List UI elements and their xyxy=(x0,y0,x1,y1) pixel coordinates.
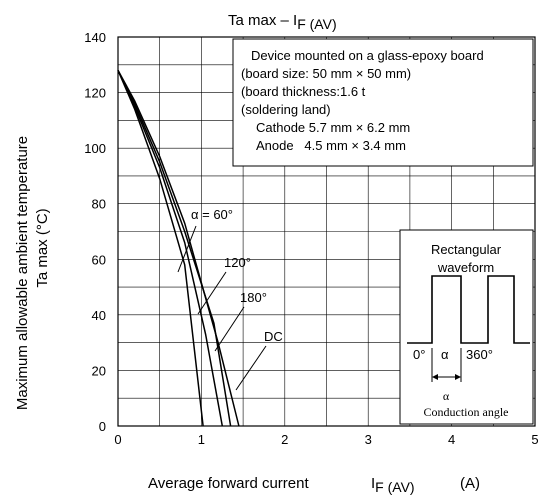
x-axis-symbol-sub: F (AV) xyxy=(375,479,414,495)
series-label-60: α = 60° xyxy=(191,207,233,222)
chart-title-sub: F (AV) xyxy=(297,16,336,32)
leader-180 xyxy=(214,306,245,352)
waveform-label-alpha: α xyxy=(441,347,449,362)
x-tick-label: 4 xyxy=(448,432,455,447)
series-label-180: 180° xyxy=(240,290,267,305)
x-tick-label: 2 xyxy=(281,432,288,447)
series-line-3 xyxy=(117,69,240,427)
waveform-inset-title-2: waveform xyxy=(437,260,494,275)
mounting-info-box: Device mounted on a glass-epoxy board (b… xyxy=(232,38,534,167)
series-label-dc: DC xyxy=(264,329,283,344)
mounting-info-line-3: (board thickness:1.6 t xyxy=(241,84,366,99)
y-tick-label: 120 xyxy=(84,86,106,101)
chart-title: Ta max – IF (AV) xyxy=(228,12,337,32)
x-tick-label: 1 xyxy=(198,432,205,447)
x-axis-label-unit: (A) xyxy=(460,475,480,492)
mounting-info-frame xyxy=(232,38,534,167)
y-axis-label: Maximum allowable ambient temperature Ta… xyxy=(14,136,51,410)
x-tick-label: 0 xyxy=(114,432,121,447)
chart-title-main: Ta max – I xyxy=(228,12,297,29)
series-labels: α = 60° 120° 180° DC xyxy=(177,207,283,391)
mounting-info-line-4: (soldering land) xyxy=(241,102,331,117)
y-tick-label: 20 xyxy=(92,363,106,378)
y-tick-label: 40 xyxy=(92,308,106,323)
y-tick-label: 140 xyxy=(84,30,106,45)
x-tick-label: 3 xyxy=(365,432,372,447)
y-tick-label: 0 xyxy=(99,419,106,434)
waveform-caption: Conduction angle xyxy=(424,405,509,419)
y-axis-label-line2: Ta max (°C) xyxy=(34,208,51,287)
waveform-dim-arrowhead-right xyxy=(455,374,461,380)
x-axis-label-symbol: IF (AV) xyxy=(371,475,415,495)
waveform-label-alpha-below: α xyxy=(443,389,450,403)
waveform-label-zero: 0° xyxy=(413,347,425,362)
y-tick-label: 80 xyxy=(92,197,106,212)
mounting-info-line-6: Anode 4.5 mm × 3.4 mm xyxy=(256,138,406,153)
waveform-dim-arrowhead-left xyxy=(432,374,438,380)
tick-labels: 0 1 2 3 4 5 0 20 40 60 80 100 120 140 xyxy=(84,30,538,447)
series-line-2 xyxy=(117,69,232,427)
x-tick-label: 5 xyxy=(531,432,538,447)
x-axis-label-text: Average forward current xyxy=(148,475,309,492)
mounting-info-line-5: Cathode 5.7 mm × 6.2 mm xyxy=(256,120,410,135)
mounting-info-line-1: Device mounted on a glass-epoxy board xyxy=(251,48,484,63)
leader-60 xyxy=(177,225,197,273)
waveform-inset: Rectangular waveform 0° α 360° α Conduct… xyxy=(399,229,534,425)
waveform-label-360: 360° xyxy=(466,347,493,362)
mounting-info-line-2: (board size: 50 mm × 50 mm) xyxy=(241,66,411,81)
plot-frame xyxy=(117,36,536,427)
series-label-120: 120° xyxy=(224,255,251,270)
leader-dc xyxy=(235,345,267,391)
waveform-inset-title-1: Rectangular xyxy=(431,242,502,257)
leader-120 xyxy=(197,271,227,315)
waveform-inset-frame xyxy=(399,229,534,425)
y-tick-label: 100 xyxy=(84,141,106,156)
y-tick-label: 60 xyxy=(92,252,106,267)
x-axis-symbol-main: I xyxy=(371,475,375,492)
series-line-0 xyxy=(117,70,204,427)
waveform-pulse-trace xyxy=(407,275,530,344)
series-line-1 xyxy=(117,69,224,427)
y-axis-label-line1: Maximum allowable ambient temperature xyxy=(14,136,31,410)
series-lines xyxy=(117,69,240,427)
x-axis-label: Average forward current IF (AV) (A) xyxy=(148,475,480,495)
